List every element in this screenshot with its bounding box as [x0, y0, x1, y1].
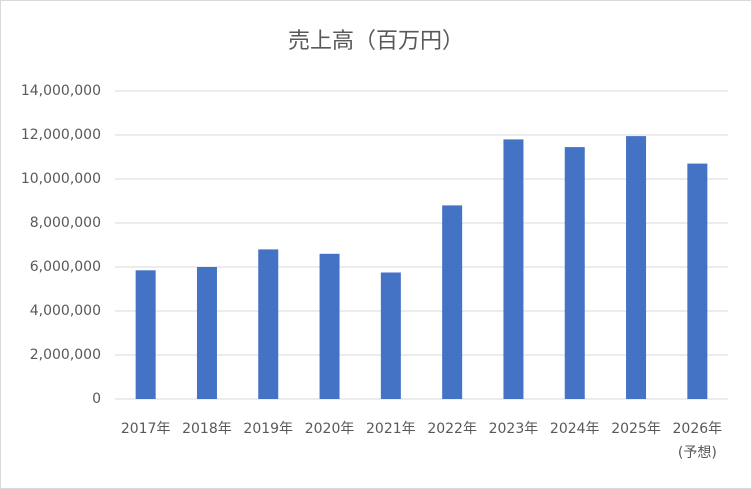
bar	[319, 253, 340, 399]
x-tick-label: 2021年	[366, 421, 416, 437]
bar	[380, 272, 401, 399]
x-tick-label: 2023年	[488, 421, 539, 437]
x-tick-label: 2025年	[611, 421, 661, 437]
x-tick-label: 2018年	[182, 421, 232, 437]
bar	[196, 267, 217, 399]
chart-title: 売上高（百万円）	[288, 29, 464, 54]
x-tick-label: 2020年	[304, 421, 355, 437]
bar	[503, 139, 524, 399]
y-tick-label: 2,000,000	[30, 347, 101, 363]
bar	[135, 270, 156, 399]
x-tick-label: 2017年	[120, 421, 171, 437]
bar	[687, 163, 708, 399]
bar	[258, 249, 279, 399]
y-tick-label: 10,000,000	[21, 171, 101, 187]
y-tick-label: 12,000,000	[21, 127, 101, 143]
y-tick-label: 14,000,000	[21, 83, 101, 99]
x-tick-label: 2026年 (予想)	[672, 421, 723, 461]
bar	[564, 147, 585, 399]
y-tick-label: 0	[92, 391, 101, 407]
x-tick-label: 2024年	[549, 421, 600, 437]
y-tick-label: 6,000,000	[30, 259, 101, 275]
y-tick-label: 8,000,000	[30, 215, 101, 231]
bar	[626, 136, 647, 399]
bar	[442, 205, 463, 399]
x-tick-label: 2022年	[427, 421, 477, 437]
y-tick-label: 4,000,000	[30, 303, 101, 319]
x-tick-label: 2019年	[243, 421, 294, 437]
